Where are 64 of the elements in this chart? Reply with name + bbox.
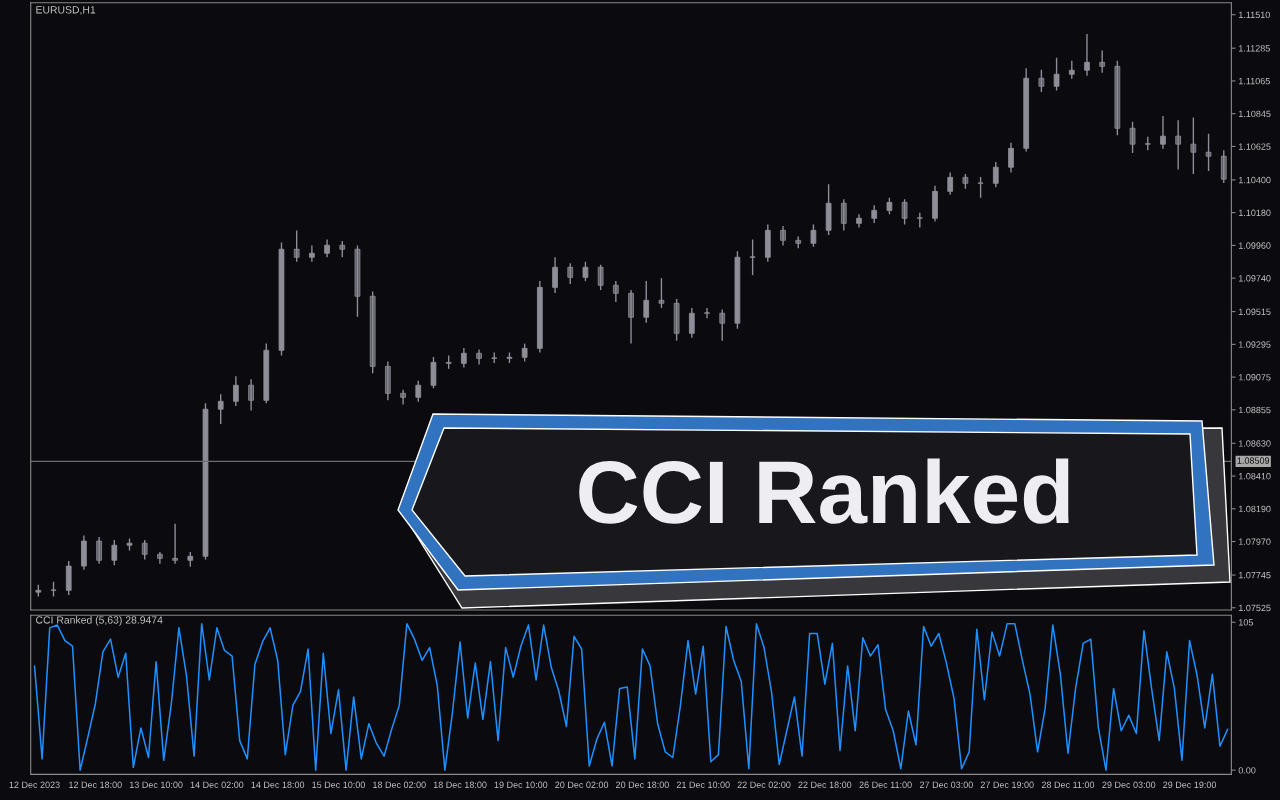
y-tick-label: 1.08855: [1238, 406, 1271, 414]
y-tick-label: 1.10845: [1238, 110, 1271, 118]
candlestick: [1190, 116, 1197, 175]
x-tick-label: 29 Dec 19:00: [1163, 781, 1217, 788]
y-tick-label: 105: [1238, 619, 1253, 626]
candlestick: [704, 307, 710, 320]
chart-title: EURUSD,H1: [36, 6, 96, 15]
candlestick: [1205, 133, 1212, 172]
y-tick-label: 1.10625: [1238, 143, 1271, 150]
x-tick-label: 27 Dec 19:00: [980, 781, 1034, 788]
y-tick-label: 1.09740: [1238, 275, 1271, 282]
candlestick: [977, 176, 984, 199]
y-tick-label: 1.09960: [1238, 242, 1271, 249]
x-tick-label: 18 Dec 02:00: [373, 781, 426, 788]
y-tick-label: 1.11065: [1238, 77, 1270, 85]
candlestick: [1038, 69, 1045, 93]
y-tick-label: 1.09075: [1238, 374, 1271, 381]
candlestick: [719, 308, 726, 342]
x-tick-label: 26 Dec 11:00: [859, 781, 912, 788]
x-tick-label: 12 Dec 18:00: [69, 781, 122, 788]
x-tick-label: 12 Dec 2023: [9, 781, 60, 788]
x-tick-label: 18 Dec 18:00: [433, 781, 487, 788]
y-tick-label: 1.11510: [1238, 11, 1270, 19]
candlestick: [810, 223, 817, 248]
candlestick: [293, 229, 300, 263]
y-tick-label: 1.07970: [1238, 538, 1271, 545]
x-tick-label: 13 Dec 10:00: [129, 781, 183, 788]
candlestick: [749, 238, 756, 276]
candlestick: [658, 277, 665, 309]
y-tick-label: 1.11285: [1238, 45, 1270, 52]
x-tick-label: 22 Dec 18:00: [798, 781, 852, 788]
x-tick-label: 22 Dec 02:00: [737, 781, 791, 788]
candlestick: [582, 261, 589, 282]
y-tick-label: 1.08630: [1238, 440, 1271, 447]
x-tick-label: 14 Dec 02:00: [190, 781, 244, 788]
candlestick: [217, 393, 224, 425]
x-tick-label: 20 Dec 02:00: [555, 781, 609, 788]
ref-line-label: 1.08509: [1237, 457, 1270, 464]
candlestick: [734, 250, 741, 330]
x-tick-label: 29 Dec 03:00: [1102, 781, 1156, 788]
x-tick-label: 28 Dec 11:00: [1041, 781, 1095, 788]
candlestick: [65, 560, 72, 596]
y-tick-label: 0.00: [1238, 767, 1256, 774]
y-tick-label: 1.09295: [1238, 341, 1271, 348]
chart-title: CCI Ranked (5,63) 28.9474: [36, 616, 163, 626]
x-tick-label: 19 Dec 10:00: [494, 781, 548, 788]
candlestick: [430, 356, 437, 389]
x-tick-label: 14 Dec 18:00: [251, 781, 305, 788]
candlestick: [1129, 121, 1136, 154]
y-tick-label: 1.09515: [1238, 308, 1271, 315]
y-tick-label: 1.10400: [1238, 176, 1271, 184]
x-tick-label: 27 Dec 03:00: [920, 781, 973, 788]
x-tick-label: 21 Dec 10:00: [676, 781, 730, 788]
y-tick-label: 1.08410: [1238, 473, 1271, 480]
x-tick-label: 15 Dec 10:00: [312, 781, 365, 788]
y-tick-label: 1.10180: [1238, 209, 1271, 216]
y-tick-label: 1.08190: [1238, 505, 1271, 513]
y-tick-label: 1.07745: [1238, 571, 1271, 579]
x-tick-label: 20 Dec 18:00: [616, 781, 669, 788]
y-tick-label: 1.07525: [1238, 604, 1271, 612]
candlestick: [202, 402, 209, 561]
candlestick: [354, 244, 361, 318]
annotation: CCI Ranked: [579, 458, 1069, 524]
candlestick: [278, 241, 285, 357]
